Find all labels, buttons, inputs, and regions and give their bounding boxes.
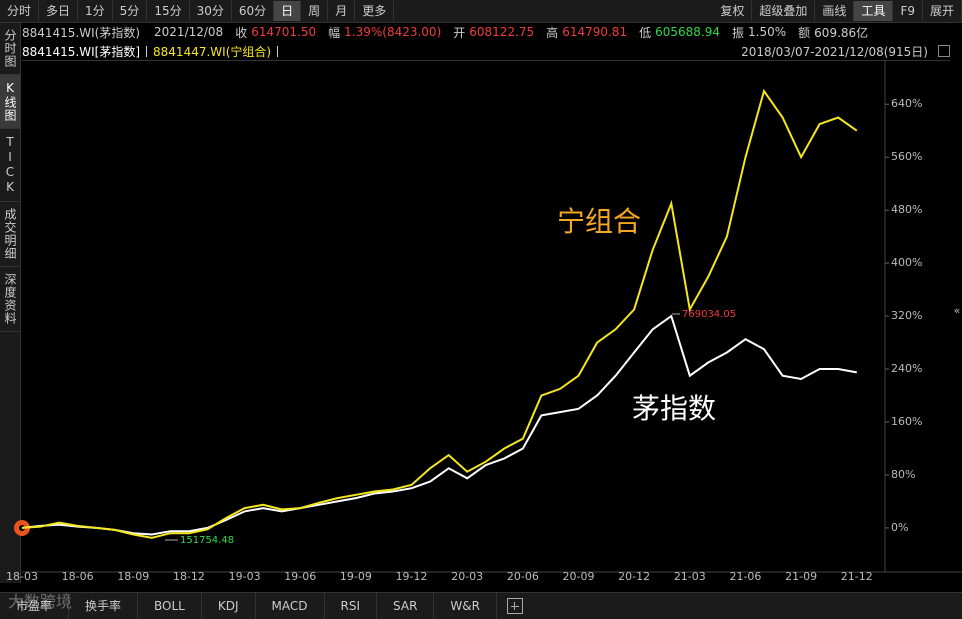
indicator-tab[interactable]: 换手率 bbox=[69, 593, 139, 619]
x-tick-label: 18-12 bbox=[173, 570, 205, 583]
x-tick-label: 19-06 bbox=[284, 570, 316, 583]
quote-date: 2021/12/08 bbox=[154, 25, 224, 39]
indicator-tab[interactable]: RSI bbox=[325, 593, 378, 619]
indicator-tab[interactable]: MACD bbox=[256, 593, 325, 619]
quote-label: 收 bbox=[235, 25, 248, 40]
indicator-tab[interactable]: W&R bbox=[434, 593, 497, 619]
period-tab[interactable]: 30分 bbox=[190, 1, 232, 21]
y-tick-label: 240% bbox=[891, 362, 922, 375]
side-tab[interactable]: 深度资料 bbox=[0, 267, 20, 332]
add-tab[interactable] bbox=[506, 598, 523, 614]
quote-label: 低 bbox=[639, 25, 652, 40]
y-tick-label: 560% bbox=[891, 150, 922, 163]
date-range: 2018/03/07-2021/12/08(915日) bbox=[741, 44, 928, 59]
quote-label: 额 bbox=[798, 25, 811, 40]
x-tick-label: 20-03 bbox=[451, 570, 483, 583]
overlay-item: 8841415.WI[茅指数] bbox=[22, 44, 141, 59]
x-tick-label: 21-09 bbox=[785, 570, 817, 583]
x-tick-label: 19-12 bbox=[396, 570, 428, 583]
period-tab[interactable]: 月 bbox=[328, 1, 356, 21]
period-tab[interactable]: 60分 bbox=[232, 1, 275, 21]
x-tick-label: 20-06 bbox=[507, 570, 539, 583]
tool-tab[interactable]: 工具 bbox=[854, 1, 894, 21]
x-tick-label: 18-09 bbox=[117, 570, 149, 583]
watermark: 大数跨境 bbox=[8, 592, 73, 611]
x-tick-label: 18-03 bbox=[6, 570, 38, 583]
period-tab[interactable]: 1分 bbox=[78, 1, 113, 21]
expand-arrow[interactable]: « bbox=[954, 304, 961, 317]
y-tick-label: 480% bbox=[891, 203, 922, 216]
y-tick-label: 0% bbox=[891, 521, 908, 534]
toolbar: 分时 多日 1分 5分 15分 30分 60分日周月更多 复权 超级叠加 画线 工具 F9 展开 bbox=[0, 0, 962, 23]
tool-tab[interactable]: 展开 bbox=[923, 1, 962, 21]
quote-value: 614790.81 bbox=[562, 25, 628, 39]
quote-value: 605688.94 bbox=[655, 25, 721, 39]
period-tab[interactable]: 更多 bbox=[355, 1, 395, 21]
quote-code: 8841415.WI(茅指数) bbox=[22, 25, 141, 40]
quote-label: 高 bbox=[546, 25, 559, 40]
quote-value: 608122.75 bbox=[469, 25, 535, 39]
y-tick-label: 640% bbox=[891, 97, 922, 110]
period-tabs: 分时 多日 1分 5分 15分 30分 60分日周月更多 bbox=[0, 0, 395, 22]
indicator-tab[interactable]: KDJ bbox=[202, 593, 256, 619]
quote-value: 1.50% bbox=[748, 25, 787, 39]
x-tick-label: 18-06 bbox=[62, 570, 94, 583]
quote-value: 614701.50 bbox=[251, 25, 317, 39]
period-tab[interactable]: 周 bbox=[301, 1, 329, 21]
period-tab[interactable]: 日 bbox=[274, 1, 302, 21]
sidebar: 分时图 K线图 TICK 成交明细 深度资料 bbox=[0, 23, 21, 583]
chart: « 0% 80% 160% 240% 320% 400% 480% 560% 640% 18-03… bbox=[6, 61, 962, 583]
tool-tab[interactable]: 画线 bbox=[815, 1, 855, 21]
period-tab[interactable]: 15分 bbox=[147, 1, 190, 21]
quote-label: 开 bbox=[453, 25, 466, 40]
y-tick-label: 80% bbox=[891, 468, 915, 481]
tool-tab[interactable]: F9 bbox=[893, 1, 923, 21]
quote-label: 振 bbox=[732, 25, 745, 40]
side-tab[interactable]: 分时图 bbox=[0, 23, 20, 75]
period-tab[interactable]: 5分 bbox=[113, 1, 148, 21]
separator bbox=[146, 45, 148, 57]
quote-label: 幅 bbox=[328, 25, 341, 40]
indicator-tab[interactable]: SAR bbox=[377, 593, 435, 619]
indicator-tab[interactable]: 市盈率 bbox=[0, 593, 70, 619]
tool-tab[interactable]: 复权 bbox=[713, 1, 753, 21]
period-tab[interactable]: 分时 bbox=[0, 1, 40, 21]
side-tab[interactable]: K线图 bbox=[0, 75, 20, 129]
indicator-tab[interactable]: BOLL bbox=[138, 593, 202, 619]
side-tab[interactable]: 成交明细 bbox=[0, 202, 20, 267]
annotation: 769034.05 bbox=[682, 309, 736, 320]
annotation: 151754.48 bbox=[180, 535, 234, 546]
x-tick-label: 19-03 bbox=[229, 570, 261, 583]
x-tick-label: 21-03 bbox=[674, 570, 706, 583]
overlay-row: 8841415.WI[茅指数] 8841447.WI(宁组合) 2018/03/07… bbox=[22, 42, 950, 61]
overlay-item: 8841447.WI(宁组合) bbox=[153, 44, 272, 59]
x-tick-label: 19-09 bbox=[340, 570, 372, 583]
quote-row: 8841415.WI(茅指数) 2021/12/08 收 614701.50 幅 1.39… bbox=[22, 23, 876, 41]
quote-value: 1.39%(8423.00) bbox=[344, 25, 442, 39]
series-line bbox=[21, 88, 858, 539]
indicator-tabs: 市盈率 换手率 BOLL KDJ MACD RSI SAR W&R bbox=[0, 592, 962, 619]
period-tab[interactable]: 多日 bbox=[39, 1, 79, 21]
side-tab[interactable]: TICK bbox=[0, 129, 20, 202]
series-label: 宁组合 bbox=[557, 205, 641, 238]
y-tick-label: 160% bbox=[891, 415, 922, 428]
series-line bbox=[21, 314, 857, 536]
series-label: 茅指数 bbox=[632, 392, 716, 425]
x-tick-label: 21-06 bbox=[729, 570, 761, 583]
tool-tabs: 复权 超级叠加 画线 工具 F9 展开 bbox=[713, 0, 962, 22]
x-tick-label: 20-09 bbox=[563, 570, 595, 583]
y-tick-label: 400% bbox=[891, 256, 922, 269]
y-tick-label: 320% bbox=[891, 309, 922, 322]
close-icon[interactable] bbox=[938, 45, 950, 57]
separator bbox=[277, 45, 279, 57]
x-tick-label: 21-12 bbox=[841, 570, 873, 583]
quote-value: 609.86亿 bbox=[814, 25, 869, 40]
x-tick-label: 20-12 bbox=[618, 570, 650, 583]
origin-marker-dot bbox=[19, 525, 25, 531]
tool-tab[interactable]: 超级叠加 bbox=[752, 1, 816, 21]
